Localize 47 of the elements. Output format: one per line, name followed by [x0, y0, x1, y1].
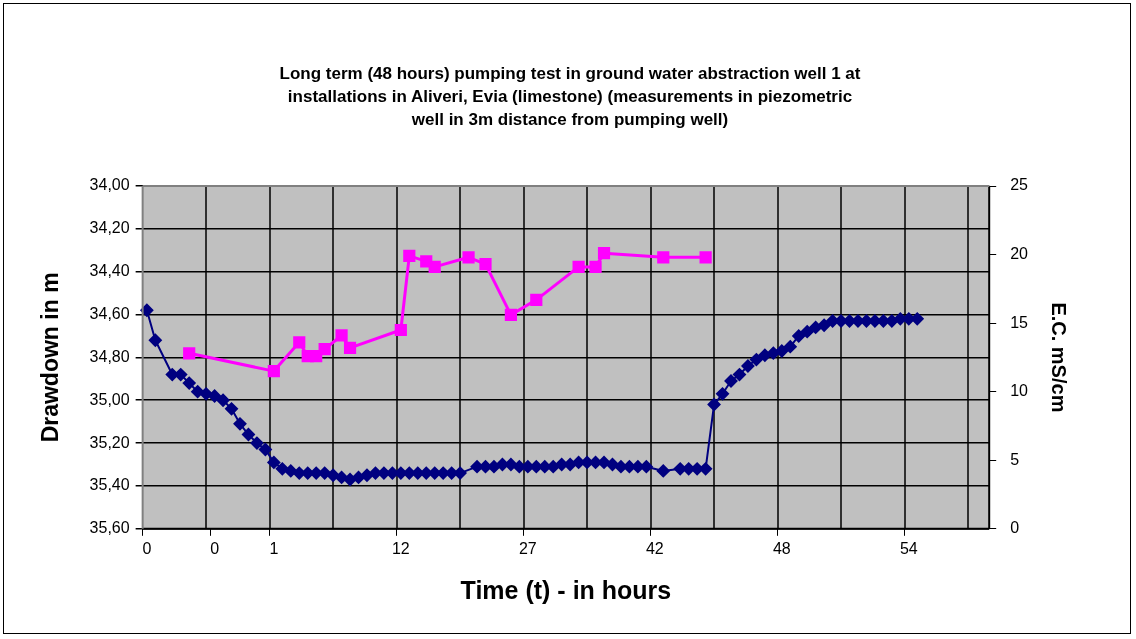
y2-axis-title: E.C. mS/cm [1048, 302, 1071, 413]
y2-tick-label: 20 [1010, 244, 1029, 262]
point [318, 343, 331, 356]
point [699, 251, 712, 264]
x-tick-label: 0 [210, 539, 220, 557]
point [479, 258, 492, 271]
y2-tick-label: 25 [1010, 176, 1029, 194]
y-tick-label: 34,20 [89, 219, 130, 237]
point [657, 251, 670, 264]
point [428, 260, 441, 273]
point [589, 260, 602, 273]
point [504, 308, 517, 321]
x-tick-label: 12 [391, 539, 410, 557]
point [267, 365, 280, 378]
point [183, 347, 196, 360]
y-tick-label: 35,00 [89, 390, 130, 408]
y-tick-label: 34,80 [89, 347, 130, 365]
chart-title: Long term (48 hours) pumping test in ground water abstraction well 1 at installations in Aliveri, Evia (limestone) (measurements in piezometric well in 3m distance from pumping well) [278, 63, 862, 131]
x-tick-label: 42 [645, 539, 664, 557]
point [343, 341, 357, 354]
point [335, 329, 348, 342]
point [462, 251, 475, 264]
y-tick-label: 35,20 [89, 433, 130, 451]
y2-tick-label: 15 [1010, 313, 1029, 331]
point [572, 260, 585, 273]
y-tick-label: 34,00 [89, 176, 130, 194]
y-tick-label: 35,40 [89, 476, 130, 494]
y-tick-label: 34,40 [89, 262, 130, 280]
y2-tick-label: 5 [1010, 450, 1020, 468]
point [420, 255, 433, 268]
point [394, 323, 407, 337]
y-tick-label: 34,60 [89, 304, 130, 322]
x-tick-label: 54 [899, 539, 918, 557]
y-tick-label: 35,60 [89, 519, 130, 537]
x-tick-label: 48 [772, 539, 791, 557]
x-tick-label: 1 [269, 539, 279, 557]
point [403, 249, 416, 263]
y2-tick-label: 0 [1010, 519, 1020, 537]
point [310, 349, 323, 363]
point [293, 336, 306, 349]
x-tick-label: 27 [518, 539, 537, 557]
y2-tick-label: 10 [1010, 382, 1029, 400]
x-axis-title: Time (t) - in hours [460, 575, 672, 604]
point [597, 247, 611, 260]
point [530, 293, 543, 306]
y-axis-title: Drawdown in m [37, 272, 64, 443]
x-tick-label: 0 [142, 539, 152, 557]
